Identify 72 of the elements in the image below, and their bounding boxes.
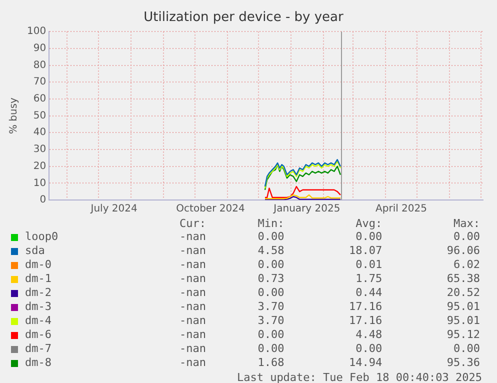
text: 0.00: [256, 286, 284, 300]
y-tick-label: 40: [33, 127, 46, 138]
text: -nan: [178, 342, 206, 356]
legend-label: dm-3: [24, 300, 52, 314]
text: 0.44: [354, 286, 382, 300]
text: 96.06: [446, 244, 480, 258]
y-tick-label: 80: [33, 60, 46, 71]
text: 0.00: [354, 230, 382, 244]
y-tick-label: 70: [33, 76, 46, 88]
text: 0.00: [452, 342, 480, 356]
x-tick-label: July 2024: [90, 204, 138, 215]
text: 0.00: [256, 230, 284, 244]
text: Max:: [452, 217, 480, 230]
text: 4.58: [256, 244, 284, 258]
text: -nan: [178, 356, 206, 370]
y-tick-label: 20: [33, 160, 46, 172]
legend-label: dm-0: [24, 258, 52, 272]
text: 1.68: [256, 356, 284, 370]
text: -nan: [178, 314, 206, 328]
text: 20.52: [446, 286, 480, 300]
text: 65.38: [446, 272, 480, 286]
y-axis-title: % busy: [8, 97, 20, 134]
text: 4.48: [354, 328, 382, 342]
y-tick-label: 30: [33, 144, 46, 156]
text: 0.00: [256, 258, 284, 272]
text: -nan: [178, 230, 206, 244]
legend-label: dm-7: [24, 342, 52, 356]
text: -nan: [178, 328, 206, 342]
text: Avg:: [354, 217, 382, 230]
text: 0.00: [354, 342, 382, 356]
text: 3.70: [256, 300, 284, 314]
x-tick-label: January 2025: [272, 204, 340, 215]
chart-title: Utilization per device - by year: [144, 10, 344, 26]
text: 95.12: [446, 328, 480, 342]
text: 95.36: [446, 356, 480, 370]
y-tick-label: 100: [26, 26, 46, 38]
text: -nan: [178, 272, 206, 286]
legend-label: loop0: [24, 230, 60, 244]
legend-label: dm-1: [24, 272, 52, 286]
text: 6.02: [452, 258, 480, 272]
text: -nan: [178, 258, 206, 272]
text: -nan: [178, 286, 206, 300]
y-tick-label: 10: [33, 178, 46, 189]
text: Cur:: [178, 217, 206, 230]
text: 17.16: [348, 300, 382, 314]
text: 0.00: [256, 342, 284, 356]
x-tick-label: April 2025: [376, 204, 427, 215]
text: 95.01: [446, 300, 480, 314]
text: 0.01: [354, 258, 382, 272]
y-tick-label: 90: [33, 43, 46, 54]
text: 95.01: [446, 314, 480, 328]
x-tick-label: October 2024: [176, 204, 245, 215]
y-tick-label: 50: [33, 110, 46, 122]
legend-label: sda: [24, 244, 46, 258]
text: -nan: [178, 300, 206, 314]
text: 18.07: [348, 244, 382, 258]
text: 3.70: [256, 314, 284, 328]
y-tick-label: 0: [40, 194, 46, 206]
text: Last update: Tue Feb 18 00:40:03 2025: [236, 371, 482, 383]
text: 17.16: [348, 314, 382, 328]
text: 0.00: [452, 230, 480, 244]
text: 0.00: [256, 328, 284, 342]
text: 14.94: [348, 356, 382, 370]
legend-label: dm-8: [24, 356, 52, 370]
text: Min:: [256, 217, 284, 230]
text: 0.73: [256, 272, 284, 286]
legend-label: dm-6: [24, 328, 52, 342]
y-tick-label: 60: [33, 94, 46, 105]
text: 1.75: [354, 272, 382, 286]
text: -nan: [178, 244, 206, 258]
legend-label: dm-4: [24, 314, 52, 328]
legend-label: dm-2: [24, 286, 52, 300]
